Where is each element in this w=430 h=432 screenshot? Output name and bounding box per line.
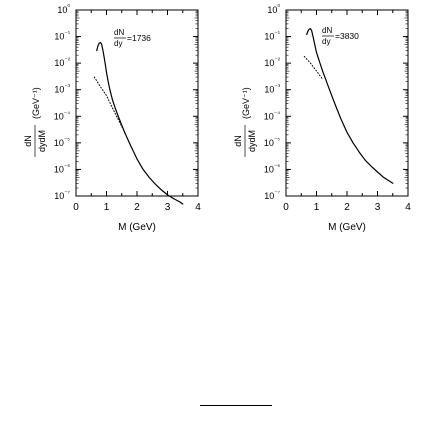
x-tick-label: 0 <box>283 202 289 213</box>
x-tick-label: 4 <box>195 202 201 213</box>
y-tick-label: 10⁰ <box>57 3 70 15</box>
y-label-unit: (GeV⁻¹) <box>241 87 251 119</box>
x-tick-label: 1 <box>314 202 320 213</box>
x-tick-label: 2 <box>134 202 140 213</box>
y-tick-label: 10⁻¹ <box>54 31 70 42</box>
x-tick-label: 4 <box>405 202 411 213</box>
y-tick-label: 10⁰ <box>267 3 280 15</box>
y-tick-label: 10⁻⁵ <box>54 137 70 148</box>
y-tick-label: 10⁻⁷ <box>264 190 280 201</box>
y-tick-label: 10⁻⁶ <box>264 163 280 174</box>
y-tick-label: 10⁻³ <box>264 84 280 95</box>
y-axis-label: dN dydM (GeV⁻¹) <box>233 87 257 157</box>
x-tick-label: 2 <box>344 202 350 213</box>
x-tick-label: 3 <box>165 202 171 213</box>
y-label-numerator: dN <box>233 135 243 147</box>
y-tick-label: 10⁻⁷ <box>54 190 70 201</box>
annotation-numerator: dN <box>114 28 124 37</box>
y-tick-label: 10⁻² <box>54 57 70 68</box>
x-tick-label: 3 <box>375 202 381 213</box>
annotation-denominator: dy <box>114 39 122 48</box>
footnote-divider <box>200 405 272 406</box>
y-tick-label: 10⁻² <box>264 57 280 68</box>
solid-series-line <box>306 28 394 184</box>
x-axis-label: M (GeV) <box>118 222 156 233</box>
y-tick-label: 10⁻⁴ <box>54 110 70 121</box>
chart-panel-2: 0 1 2 3 4 10⁻⁷ 10⁻⁶ 10⁻⁵ 10⁻⁴ 10⁻³ 10⁻² 10⁻¹ 10⁰ dN dy… <box>233 3 411 233</box>
annotation-value: =3830 <box>335 31 359 41</box>
y-tick-label: 10⁻⁵ <box>264 137 280 148</box>
annotation-denominator: dy <box>322 37 330 46</box>
solid-series-line <box>96 41 184 205</box>
y-axis-label: dN dydM (GeV⁻¹) <box>23 87 47 157</box>
y-tick-label: 10⁻¹ <box>264 31 280 42</box>
y-label-denominator: dydM <box>247 130 257 152</box>
chart-panel-1: 0 1 2 3 4 10⁻⁷ 10⁻⁶ 10⁻⁵ 10⁻⁴ 10⁻³ 10⁻² 10⁻¹ 10⁰ dN dy… <box>23 3 201 233</box>
dotted-series-line <box>93 76 126 133</box>
annotation-numerator: dN <box>322 26 332 35</box>
y-label-denominator: dydM <box>37 130 47 152</box>
x-axis-label: M (GeV) <box>328 222 366 233</box>
x-tick-label: 1 <box>104 202 110 213</box>
y-tick-label: 10⁻⁴ <box>264 110 280 121</box>
y-label-unit: (GeV⁻¹) <box>31 87 41 119</box>
x-tick-label: 0 <box>73 202 79 213</box>
y-label-numerator: dN <box>23 135 33 147</box>
annotation-value: =1736 <box>127 33 151 43</box>
dotted-series-line <box>303 55 324 80</box>
y-tick-label: 10⁻⁶ <box>54 163 70 174</box>
y-tick-label: 10⁻³ <box>54 84 70 95</box>
